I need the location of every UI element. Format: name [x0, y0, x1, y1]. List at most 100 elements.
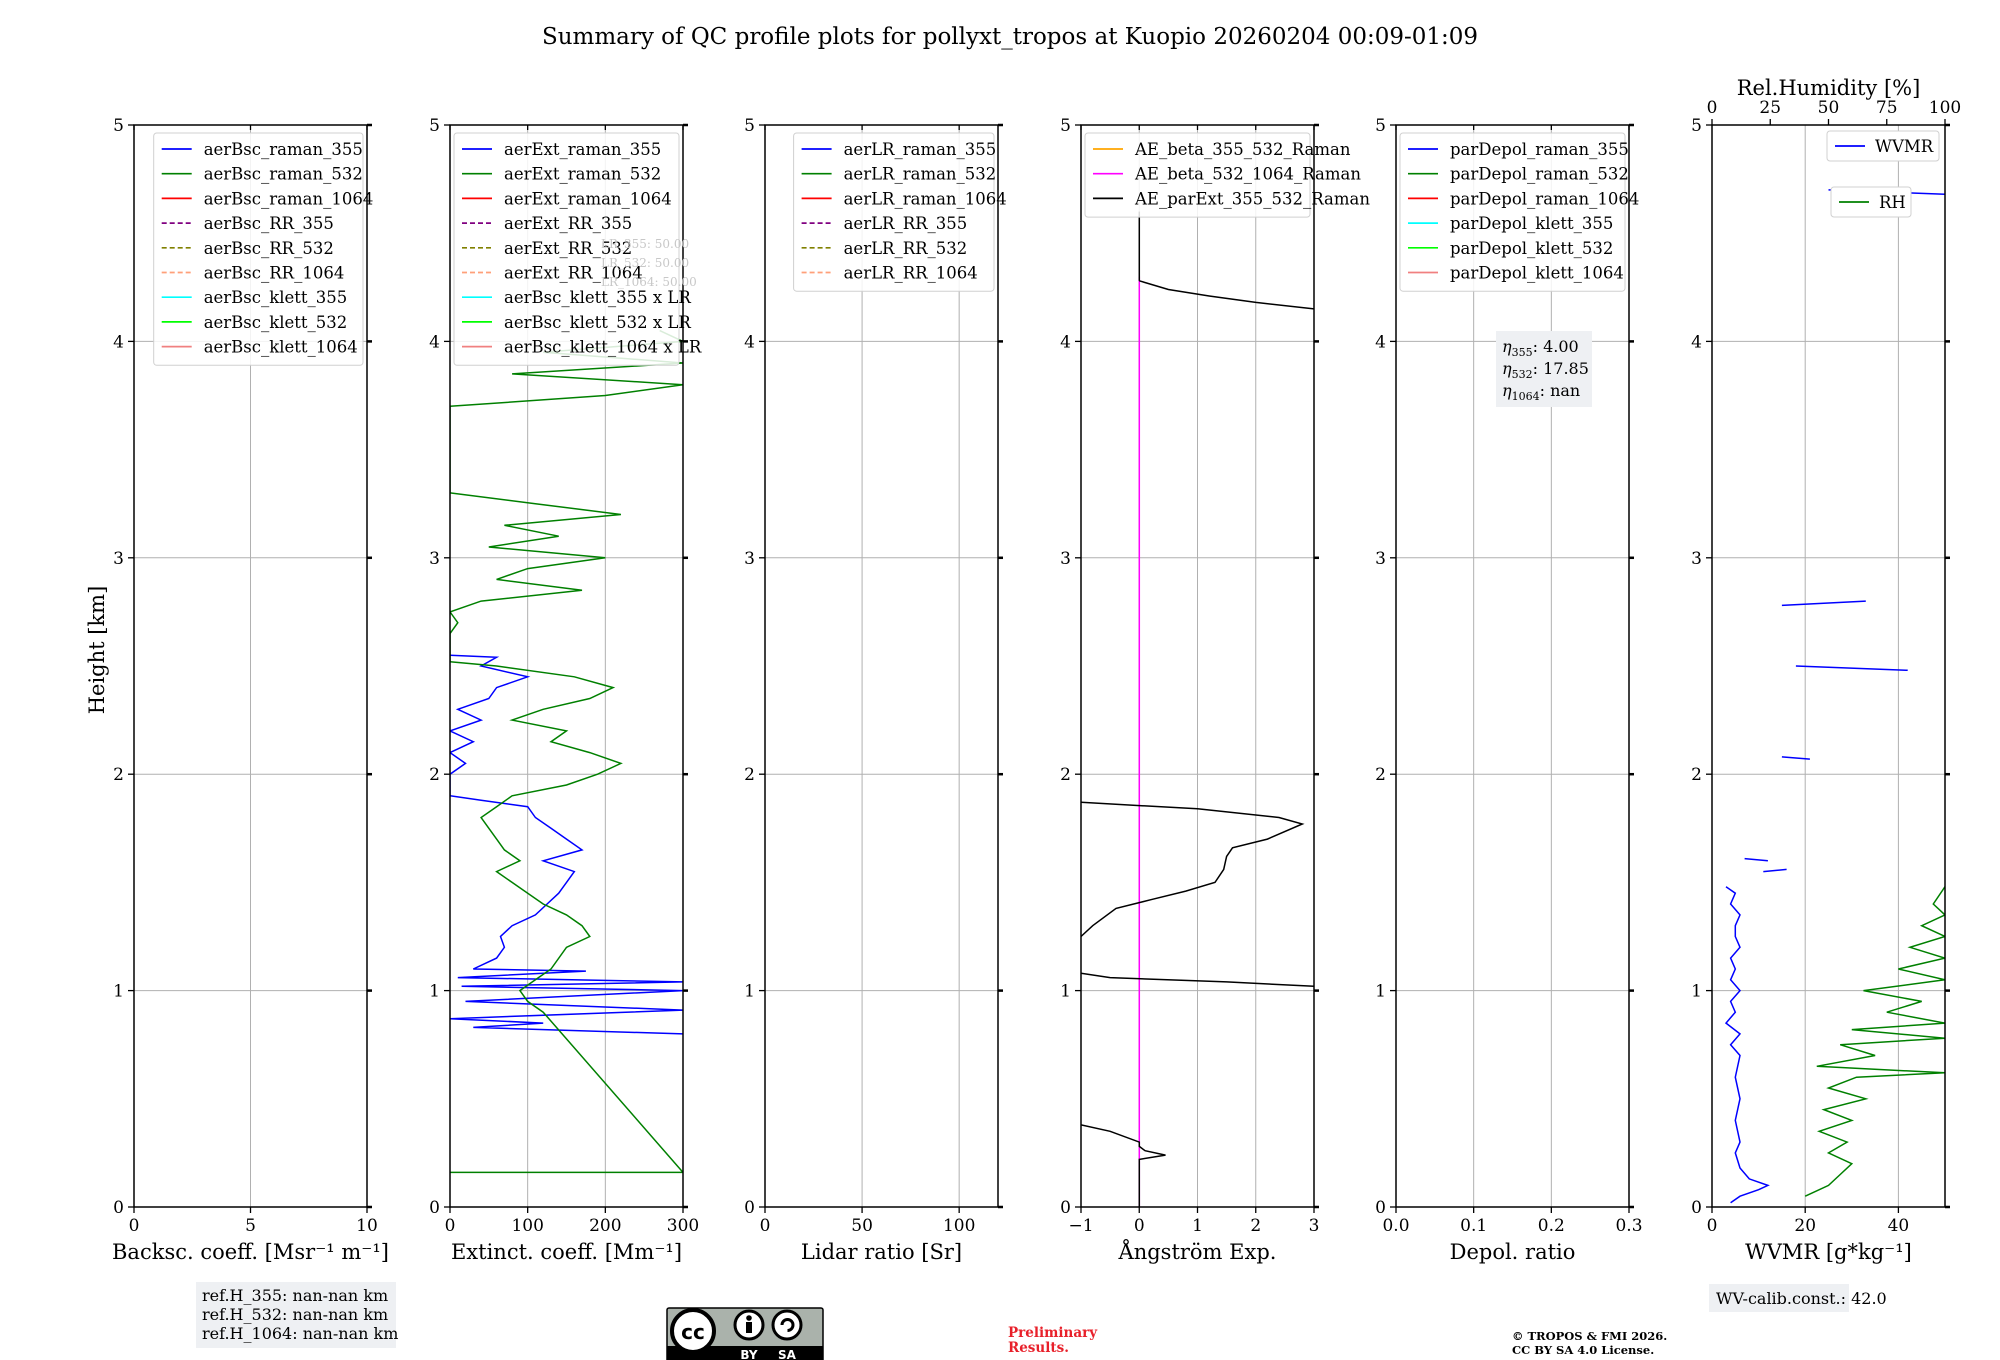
x-axis-label: Extinct. coeff. [Mm⁻¹] — [451, 1240, 682, 1264]
legend-label: aerLR_raman_532 — [844, 165, 997, 184]
legend: aerLR_raman_355 aerLR_raman_532 aerLR_rama… — [793, 132, 1007, 292]
y-tick-label: 0 — [744, 1198, 755, 1218]
svg-text:SA: SA — [778, 1348, 797, 1360]
legend-label: aerBsc_klett_355 x LR — [504, 288, 691, 307]
x2-tick-label: 25 — [1759, 98, 1781, 118]
x2-tick-label: 100 — [1929, 98, 1961, 118]
legend-label: WVMR — [1875, 137, 1934, 156]
x2-tick-label: 0 — [1707, 98, 1718, 118]
legend-label: parDepol_klett_532 — [1450, 239, 1613, 258]
legend-label: aerBsc_klett_532 — [204, 313, 348, 332]
legend-label: aerLR_raman_1064 — [844, 189, 1007, 208]
y-tick-label: 0 — [429, 1198, 440, 1218]
x-tick-label: 200 — [589, 1216, 621, 1236]
ref-height-532: ref.H_532: nan-nan km — [202, 1305, 388, 1324]
eta-532: η532: 17.85 — [1502, 359, 1589, 381]
series-line-wvmr — [1744, 857, 1768, 862]
x-tick-label: 0 — [760, 1216, 771, 1236]
ref-height-355: ref.H_355: nan-nan km — [202, 1286, 388, 1305]
axes-frame — [1711, 124, 1946, 1208]
y-tick-label: 1 — [1375, 982, 1386, 1002]
lr-annotation-line: LR_1064: 50.00 — [601, 275, 697, 289]
y-tick-label: 2 — [1060, 765, 1071, 785]
legend-label: aerExt_RR_1064 — [504, 264, 643, 283]
series-line-ae-parext-355-532-raman — [1081, 972, 1314, 988]
figure-title: Summary of QC profile plots for pollyxt_… — [542, 24, 1478, 50]
legend-label: aerExt_RR_355 — [504, 214, 632, 233]
svg-text:BY: BY — [740, 1348, 757, 1360]
preliminary-label-line2: Results. — [1008, 1340, 1069, 1356]
lr-annotation: LR_355: 50.00 LR_532: 50.00 LR_1064: 50.00 — [601, 237, 697, 289]
legend-label: parDepol_raman_532 — [1450, 165, 1629, 184]
y-tick-label: 4 — [1691, 332, 1702, 352]
series-line-rh — [1804, 886, 1945, 1197]
series-line-wvmr — [1763, 868, 1787, 873]
y-tick-label: 5 — [1375, 116, 1386, 136]
cc-icon — [670, 1308, 716, 1354]
legend: aerBsc_raman_355 aerBsc_raman_532 aerBsc_r… — [153, 132, 374, 366]
x-axis-label: WVMR [g*kg⁻¹] — [1745, 1240, 1912, 1264]
series-group — [1724, 189, 1945, 1204]
y-tick-label: 3 — [744, 549, 755, 569]
x-tick-label: 1 — [1192, 1216, 1203, 1236]
x-tick-label: 0.1 — [1460, 1216, 1487, 1236]
legend-label: aerExt_raman_355 — [504, 140, 661, 159]
x-tick-label: 20 — [1794, 1216, 1816, 1236]
y-tick-label: 4 — [1060, 332, 1071, 352]
x-axis-label: Backsc. coeff. [Msr⁻¹ m⁻¹] — [112, 1240, 389, 1264]
eta-1064: η1064: nan — [1502, 381, 1580, 403]
y-tick-label: 2 — [1691, 765, 1702, 785]
panel-extinction: 0 100 200 300 0 1 2 3 4 5 Extinct. coeff. [Mm⁻¹] ae… — [429, 116, 702, 1264]
y-tick-label: 4 — [1375, 332, 1386, 352]
y-tick-label: 3 — [113, 549, 124, 569]
wv-calib-box: WV-calib.const.: 42.0 — [1709, 1284, 1887, 1312]
series-line-aerext-raman-532 — [450, 329, 683, 1174]
legend-label: aerBsc_RR_355 — [204, 214, 334, 233]
x2-tick-label: 75 — [1876, 98, 1898, 118]
lr-annotation-line: LR_355: 50.00 — [601, 237, 689, 251]
legend-label: aerBsc_klett_1064 — [204, 338, 358, 357]
x-tick-label: 0 — [129, 1216, 140, 1236]
y-tick-label: 4 — [113, 332, 124, 352]
legend-label: aerExt_raman_532 — [504, 165, 661, 184]
cc-license-badge: cc BY SA — [666, 1307, 824, 1360]
x-tick-label: 0.3 — [1615, 1216, 1642, 1236]
y-tick-label: 1 — [744, 982, 755, 1002]
legend-label: aerBsc_raman_355 — [204, 140, 363, 159]
y-tick-label: 5 — [1691, 116, 1702, 136]
wv-calib-text: WV-calib.const.: 42.0 — [1716, 1289, 1887, 1308]
legend-label: aerExt_raman_1064 — [504, 189, 672, 208]
y-tick-label: 0 — [1691, 1198, 1702, 1218]
svg-text:cc: cc — [681, 1320, 705, 1344]
y-tick-label: 4 — [429, 332, 440, 352]
legend-wvmr: WVMR — [1826, 130, 1940, 162]
axes-frame — [449, 124, 684, 1208]
x-tick-label: −1 — [1068, 1216, 1093, 1236]
x-tick-label: 2 — [1250, 1216, 1261, 1236]
x-axis-label: Ångström Exp. — [1118, 1239, 1277, 1264]
series-line-aerext-raman-355 — [450, 654, 683, 1035]
legend: parDepol_raman_355 parDepol_raman_532 parD… — [1399, 132, 1639, 292]
x2-axis-label: Rel.Humidity [%] — [1737, 76, 1921, 100]
legend-label: aerBsc_raman_1064 — [204, 189, 374, 208]
x-tick-label: 100 — [943, 1216, 975, 1236]
preliminary-label-line1: Preliminary — [1008, 1325, 1098, 1341]
legend-label: RH — [1879, 193, 1906, 212]
x-tick-label: 0 — [1134, 1216, 1145, 1236]
legend-label: parDepol_klett_1064 — [1450, 264, 1624, 283]
legend-label: aerLR_RR_355 — [844, 214, 968, 233]
legend-label: aerBsc_klett_532 x LR — [504, 313, 691, 332]
legend-rh: RH — [1830, 186, 1912, 218]
y-tick-label: 1 — [113, 982, 124, 1002]
series-line-wvmr — [1781, 756, 1810, 760]
y-tick-label: 4 — [744, 332, 755, 352]
legend: AE_beta_355_532_Raman AE_beta_532_1064_Ra… — [1084, 132, 1370, 218]
axes-frame — [1395, 124, 1630, 1208]
x2-tick-label: 50 — [1818, 98, 1840, 118]
y-tick-label: 3 — [1691, 549, 1702, 569]
y-tick-label: 0 — [113, 1198, 124, 1218]
y-tick-label: 2 — [429, 765, 440, 785]
legend-label: aerLR_RR_532 — [844, 239, 968, 258]
